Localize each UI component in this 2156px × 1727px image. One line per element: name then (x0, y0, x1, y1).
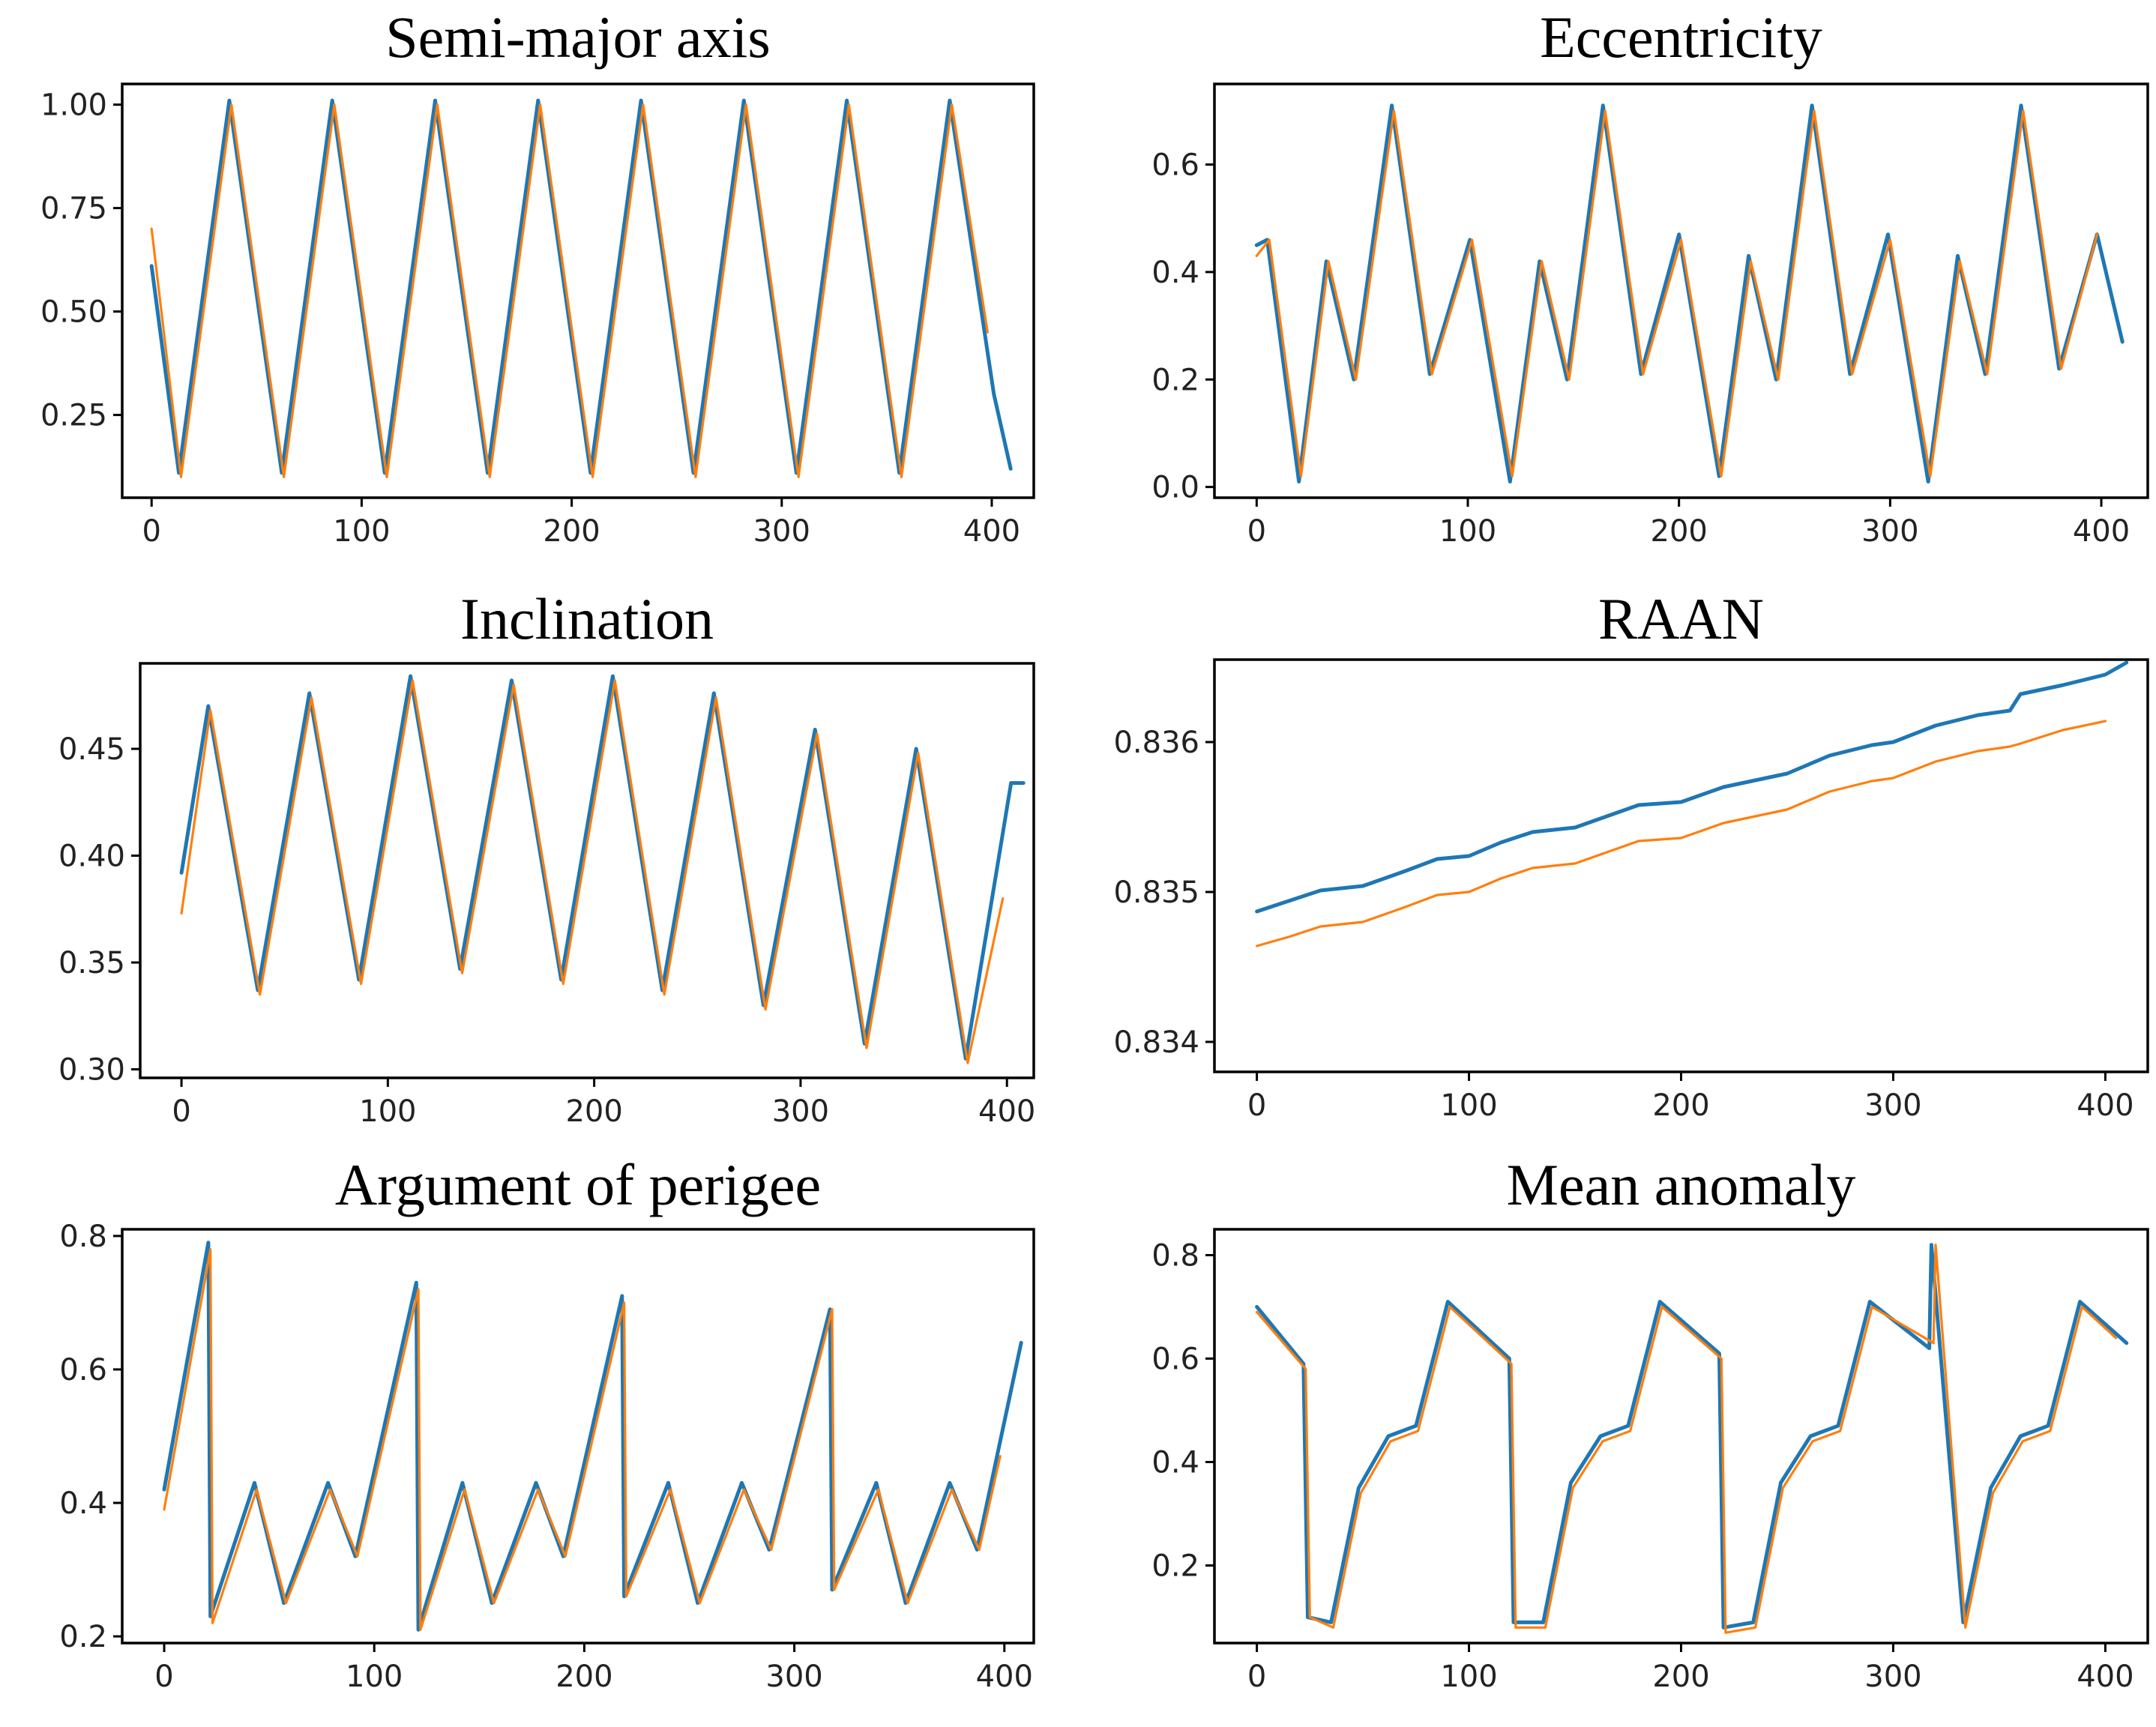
mean-anomaly-ytick-label: 0.8 (1151, 1239, 1199, 1274)
raan-axes-frame (1213, 658, 2149, 1073)
argument-of-perigee-xtick-label: 100 (346, 1660, 403, 1694)
raan-ytick-label: 0.836 (1113, 726, 1199, 760)
raan-xtick-label: 100 (1440, 1088, 1497, 1123)
semi-major-axis-xtick-label: 300 (753, 514, 810, 549)
raan-xtick-label: 400 (2077, 1088, 2134, 1123)
mean-anomaly-xtick-label: 300 (1864, 1660, 1921, 1694)
inclination-xtick-label: 0 (172, 1094, 190, 1129)
inclination-title: Inclination (460, 586, 714, 651)
eccentricity-xtick-label: 100 (1439, 514, 1496, 549)
semi-major-axis-xtick-label: 200 (543, 514, 600, 549)
eccentricity-panel: Eccentricity 0 100 200 300 400 0.0 0.2 0.4 0.6 (1151, 4, 2149, 549)
eccentricity-xtick-label: 200 (1651, 514, 1708, 549)
argument-of-perigee-ytick-label: 0.2 (59, 1620, 107, 1654)
eccentricity-xtick-label: 0 (1247, 514, 1266, 549)
argument-of-perigee-ytick-label: 0.6 (59, 1353, 107, 1387)
semi-major-axis-xtick-label: 100 (333, 514, 390, 549)
raan-predicted-line (1255, 720, 2107, 947)
mean-anomaly-actual-line (1255, 1243, 2129, 1630)
eccentricity-predicted-line (1255, 109, 2098, 477)
raan-actual-line (1255, 660, 2129, 914)
argument-of-perigee-axes-frame (121, 1228, 1035, 1645)
semi-major-axis-ytick-label: 1.00 (40, 88, 107, 123)
inclination-xtick-label: 100 (359, 1094, 416, 1129)
raan-panel: RAAN 0 100 200 300 400 0.834 0.835 0.836 (1113, 586, 2149, 1123)
argument-of-perigee-xtick-label: 300 (765, 1660, 822, 1694)
inclination-xtick-label: 300 (772, 1094, 829, 1129)
semi-major-axis-axes-frame (121, 82, 1035, 499)
inclination-predicted-line (180, 679, 1005, 1064)
inclination-ytick-label: 0.40 (58, 840, 125, 874)
mean-anomaly-xtick-label: 100 (1440, 1660, 1497, 1694)
argument-of-perigee-xtick-label: 0 (154, 1660, 173, 1694)
eccentricity-xtick-label: 400 (2073, 514, 2130, 549)
mean-anomaly-xtick-label: 400 (2077, 1660, 2134, 1694)
mean-anomaly-panel: Mean anomaly 0 100 200 300 400 0.2 0.4 0.6 0.8 (1151, 1152, 2149, 1694)
argument-of-perigee-title: Argument of perigee (335, 1152, 821, 1217)
eccentricity-ytick-label: 0.6 (1151, 148, 1199, 183)
mean-anomaly-predicted-line (1255, 1244, 2118, 1634)
inclination-ytick-label: 0.45 (58, 732, 125, 767)
argument-of-perigee-predicted-line (163, 1248, 1002, 1631)
inclination-actual-line (179, 674, 1026, 1061)
mean-anomaly-ytick-label: 0.4 (1151, 1446, 1199, 1480)
semi-major-axis-xtick-label: 0 (142, 514, 160, 549)
mean-anomaly-xtick-label: 200 (1652, 1660, 1709, 1694)
raan-title: RAAN (1598, 586, 1764, 651)
eccentricity-ytick-label: 0.2 (1151, 363, 1199, 397)
semi-major-axis-xtick-label: 400 (963, 514, 1020, 549)
raan-xtick-label: 200 (1652, 1088, 1709, 1123)
raan-xtick-label: 300 (1864, 1088, 1921, 1123)
inclination-panel: Inclination 0 100 200 300 400 0.30 0.35 0.40 0.45 (58, 586, 1035, 1129)
raan-ytick-label: 0.835 (1113, 875, 1199, 910)
semi-major-axis-ytick-label: 0.75 (40, 192, 107, 226)
eccentricity-title: Eccentricity (1540, 4, 1822, 70)
inclination-axes-frame (139, 662, 1035, 1079)
eccentricity-ytick-label: 0.4 (1151, 256, 1199, 290)
argument-of-perigee-xtick-label: 200 (555, 1660, 612, 1694)
eccentricity-actual-line (1254, 103, 2125, 483)
argument-of-perigee-panel: Argument of perigee 0 100 200 300 400 0.2 0.4 0.… (59, 1152, 1035, 1694)
argument-of-perigee-actual-line (162, 1241, 1023, 1632)
semi-major-axis-ytick-label: 0.50 (40, 295, 107, 330)
mean-anomaly-ytick-label: 0.2 (1151, 1549, 1199, 1584)
mean-anomaly-ytick-label: 0.6 (1151, 1342, 1199, 1377)
inclination-ytick-label: 0.30 (58, 1053, 125, 1088)
mean-anomaly-xtick-label: 0 (1247, 1660, 1266, 1694)
eccentricity-xtick-label: 300 (1861, 514, 1918, 549)
semi-major-axis-actual-line (149, 98, 1013, 475)
argument-of-perigee-ytick-label: 0.8 (59, 1220, 107, 1254)
inclination-ytick-label: 0.35 (58, 946, 125, 980)
argument-of-perigee-ytick-label: 0.4 (59, 1486, 107, 1521)
semi-major-axis-ytick-label: 0.25 (40, 399, 107, 433)
raan-ytick-label: 0.834 (1113, 1025, 1199, 1060)
eccentricity-ytick-label: 0.0 (1151, 471, 1199, 505)
semi-major-axis-panel: Semi-major axis 0 100 200 300 400 0.25 0.50 0.75… (40, 4, 1035, 549)
semi-major-axis-title: Semi-major axis (385, 4, 770, 70)
inclination-xtick-label: 400 (978, 1094, 1035, 1129)
raan-xtick-label: 0 (1247, 1088, 1266, 1123)
eccentricity-axes-frame (1213, 82, 2149, 499)
inclination-xtick-label: 200 (565, 1094, 622, 1129)
argument-of-perigee-xtick-label: 400 (976, 1660, 1033, 1694)
mean-anomaly-axes-frame (1213, 1228, 2149, 1645)
mean-anomaly-title: Mean anomaly (1507, 1152, 1856, 1217)
semi-major-axis-predicted-line (150, 103, 990, 479)
